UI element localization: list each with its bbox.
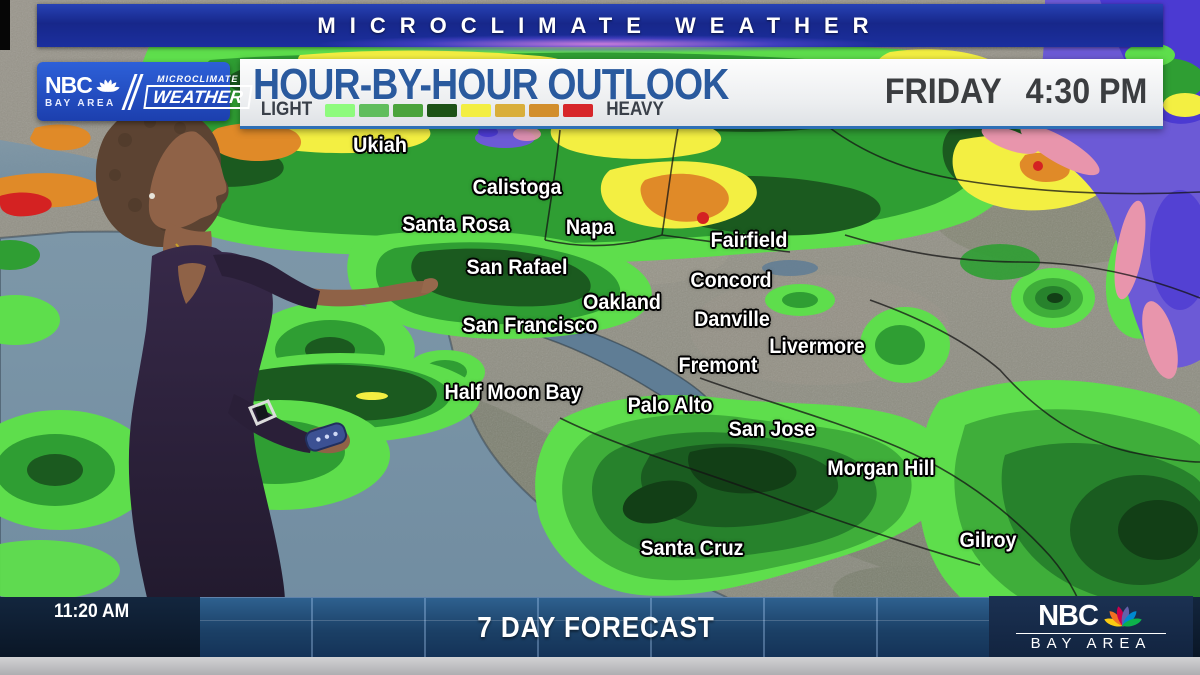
corner-mask — [0, 0, 10, 50]
footer-clock: 11:20 AM — [54, 601, 130, 622]
banner-title: MICROCLIMATE WEATHER — [317, 13, 883, 38]
legend-swatch — [325, 103, 355, 117]
header-bar: HOUR-BY-HOUR OUTLOOK LIGHT HEAVY FRIDAY … — [240, 59, 1163, 129]
badge-franchise-line1: MICROCLIMATE — [157, 73, 239, 84]
banner-flare — [320, 35, 880, 53]
legend-swatch — [461, 103, 491, 117]
legend-swatch — [359, 103, 389, 117]
footer-panel-segments — [200, 598, 992, 658]
legend-swatch — [393, 103, 423, 117]
forecast-day: FRIDAY — [884, 72, 1002, 111]
badge-network-block: NBC BAY AREA — [45, 74, 121, 109]
station-badge: NBC BAY AREA MICROCLIMATE WEATHER — [37, 62, 253, 121]
footer-upnext-title: 7 DAY FORECAST — [477, 612, 715, 644]
forecast-time: 4:30 PM — [1025, 72, 1147, 111]
presenter-dress — [128, 245, 285, 600]
legend-swatch — [563, 103, 593, 117]
forecast-daytime: FRIDAY 4:30 PM — [884, 72, 1147, 112]
legend-swatch — [427, 103, 457, 117]
presenter-bracelet — [247, 399, 278, 426]
badge-franchise-line2: WEATHER — [143, 84, 253, 109]
footer-station-logo: NBC BAY AREA — [989, 596, 1193, 657]
badge-franchise-block: MICROCLIMATE WEATHER — [143, 73, 253, 109]
presenter-vneck — [178, 263, 206, 304]
suisun-bay — [762, 260, 818, 276]
badge-peacock-icon — [95, 78, 121, 94]
badge-network-name: NBC — [45, 72, 93, 98]
legend-heavy-label: HEAVY — [606, 99, 664, 120]
bottom-strip — [0, 657, 1200, 675]
footer-network-name: NBC — [1038, 600, 1099, 632]
legend-light-label: LIGHT — [260, 99, 313, 120]
presenter-earring — [149, 193, 155, 199]
legend-swatches — [325, 103, 593, 117]
presenter-sleeve — [213, 254, 320, 309]
footer-segment-panel: 7 DAY FORECAST — [200, 597, 992, 658]
top-banner: MICROCLIMATE WEATHER — [37, 4, 1163, 53]
segment-title: HOUR-BY-HOUR OUTLOOK — [253, 60, 729, 109]
presenter — [95, 108, 439, 600]
precip-legend: LIGHT HEAVY — [258, 99, 667, 121]
badge-divider-slashes — [121, 73, 144, 110]
footer-logo-divider — [1016, 633, 1166, 634]
badge-region-name: BAY AREA — [45, 98, 116, 109]
presenter-hand — [421, 278, 439, 294]
legend-swatch — [529, 103, 559, 117]
legend-swatch — [495, 103, 525, 117]
footer-bar: 11:20 AM 7 DAY FORECAST NBC BAY AREA — [0, 596, 1200, 658]
watch-face — [254, 404, 269, 421]
footer-panel-line — [200, 620, 992, 621]
footer-region-name: BAY AREA — [1030, 635, 1152, 652]
presenter-clicker — [304, 422, 348, 452]
footer-peacock-icon — [1102, 604, 1144, 630]
county-borders — [544, 127, 1200, 659]
presenter-forearm — [310, 281, 435, 307]
presenter-face — [148, 131, 227, 230]
